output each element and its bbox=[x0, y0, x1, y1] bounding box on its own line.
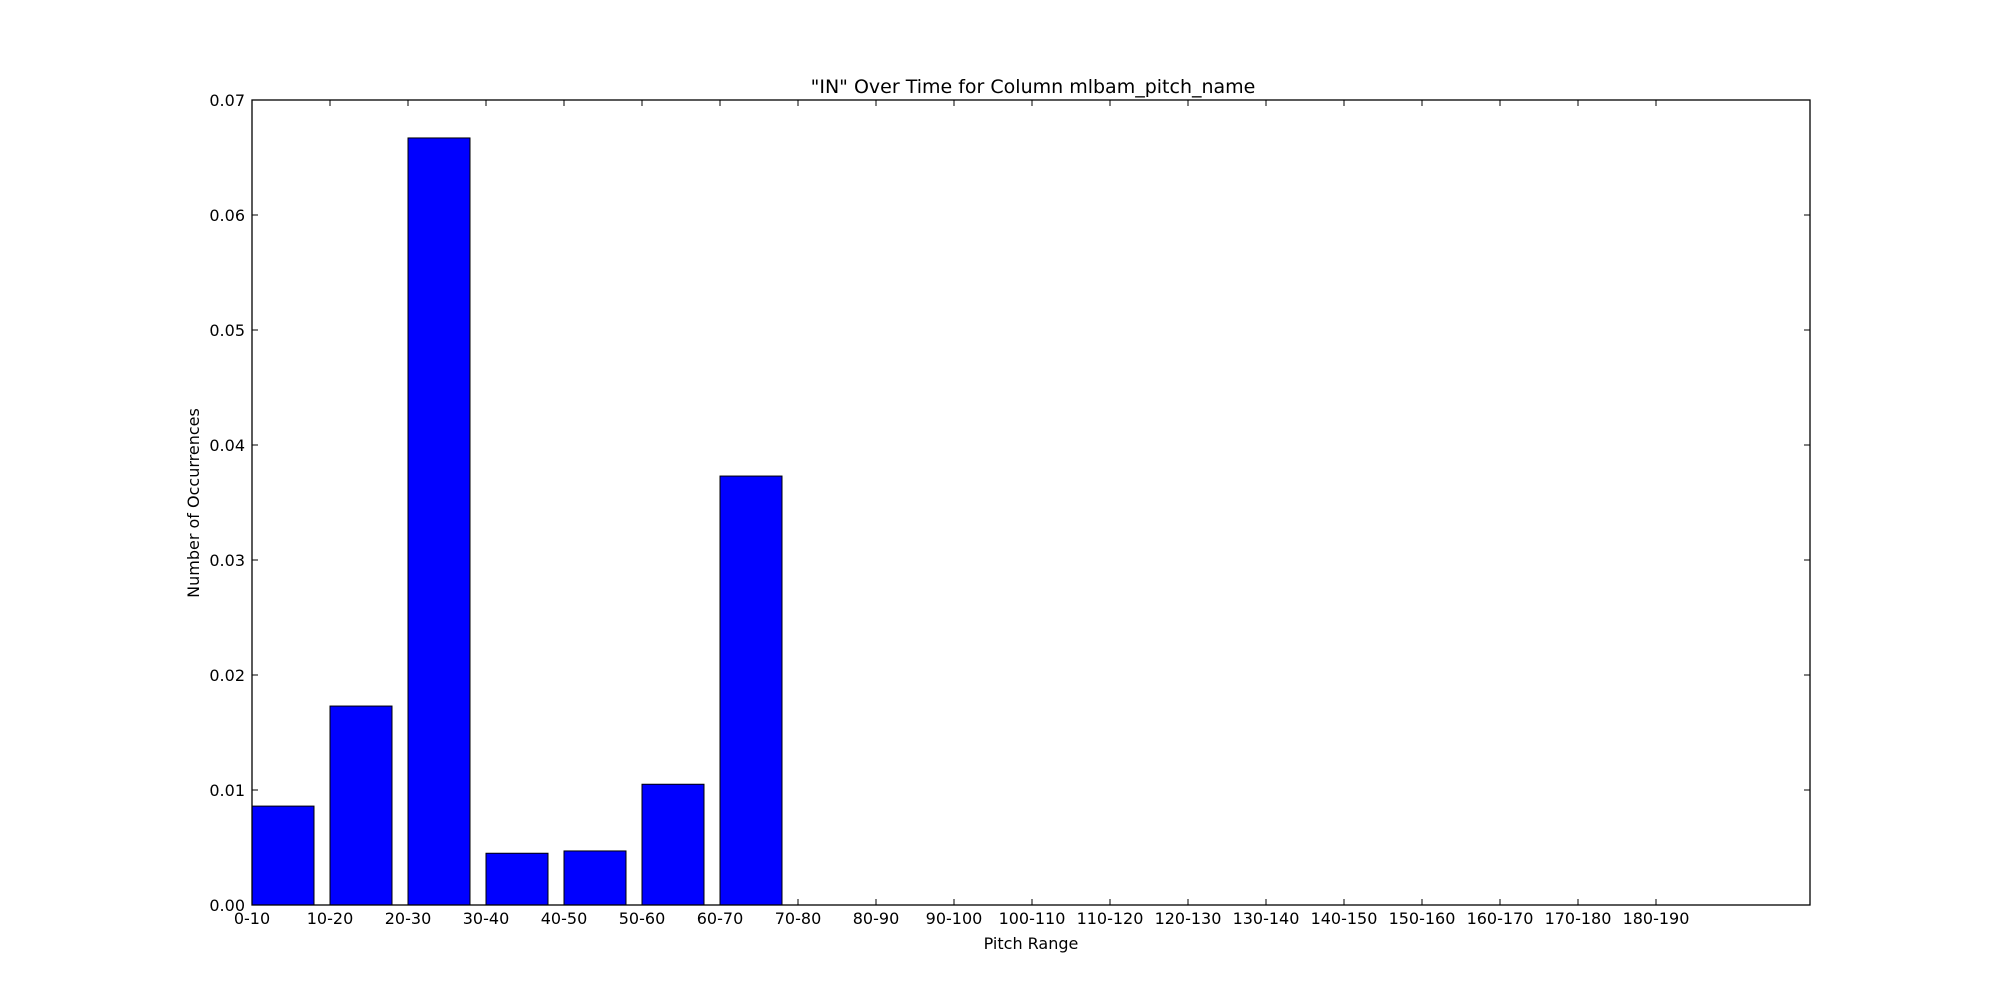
chart-title: "IN" Over Time for Column mlbam_pitch_na… bbox=[811, 76, 1256, 98]
x-tick-label: 40-50 bbox=[541, 909, 588, 928]
bar-10-20 bbox=[329, 705, 393, 906]
x-tick-label: 100-110 bbox=[999, 909, 1066, 928]
bar-30-40 bbox=[485, 852, 549, 906]
bars-layer bbox=[251, 137, 783, 906]
x-tick-label: 150-160 bbox=[1389, 909, 1456, 928]
x-tick-label: 50-60 bbox=[619, 909, 666, 928]
y-tick-label: 0.06 bbox=[209, 206, 245, 225]
x-tick-label: 90-100 bbox=[926, 909, 983, 928]
y-tick-label: 0.00 bbox=[209, 896, 245, 915]
x-tick-label: 10-20 bbox=[307, 909, 354, 928]
x-axis: 0-10 10-20 20-30 30-40 40-50 50-60 60-70 70-80 8… bbox=[234, 100, 1690, 928]
y-tick-label: 0.02 bbox=[209, 666, 245, 685]
x-tick-label: 120-130 bbox=[1155, 909, 1222, 928]
y-axis-label: Number of Occurrences bbox=[184, 408, 203, 598]
x-tick-label: 60-70 bbox=[697, 909, 744, 928]
x-tick-label: 180-190 bbox=[1623, 909, 1690, 928]
plot-frame bbox=[251, 99, 1811, 906]
y-tick-label: 0.04 bbox=[209, 436, 245, 455]
x-axis-label: Pitch Range bbox=[984, 934, 1079, 953]
x-tick-label: 170-180 bbox=[1545, 909, 1612, 928]
x-tick-label: 130-140 bbox=[1233, 909, 1300, 928]
bar-0-10 bbox=[251, 805, 315, 906]
y-axis: 0.00 0.01 0.02 0.03 0.04 0.05 0.06 0.07 bbox=[209, 91, 1810, 915]
x-tick-label: 0-10 bbox=[234, 909, 270, 928]
bar-20-30 bbox=[407, 137, 471, 906]
y-tick-label: 0.07 bbox=[209, 91, 245, 110]
x-tick-label: 160-170 bbox=[1467, 909, 1534, 928]
y-tick-label: 0.01 bbox=[209, 781, 245, 800]
x-tick-label: 80-90 bbox=[853, 909, 900, 928]
y-tick-label: 0.05 bbox=[209, 321, 245, 340]
x-tick-label: 140-150 bbox=[1311, 909, 1378, 928]
bar-60-70 bbox=[719, 475, 783, 906]
x-tick-label: 30-40 bbox=[463, 909, 510, 928]
y-tick-label: 0.03 bbox=[209, 551, 245, 570]
bar-40-50 bbox=[563, 850, 627, 906]
x-tick-label: 110-120 bbox=[1077, 909, 1144, 928]
x-tick-label: 20-30 bbox=[385, 909, 432, 928]
x-tick-label: 70-80 bbox=[775, 909, 822, 928]
bar-50-60 bbox=[641, 783, 705, 906]
